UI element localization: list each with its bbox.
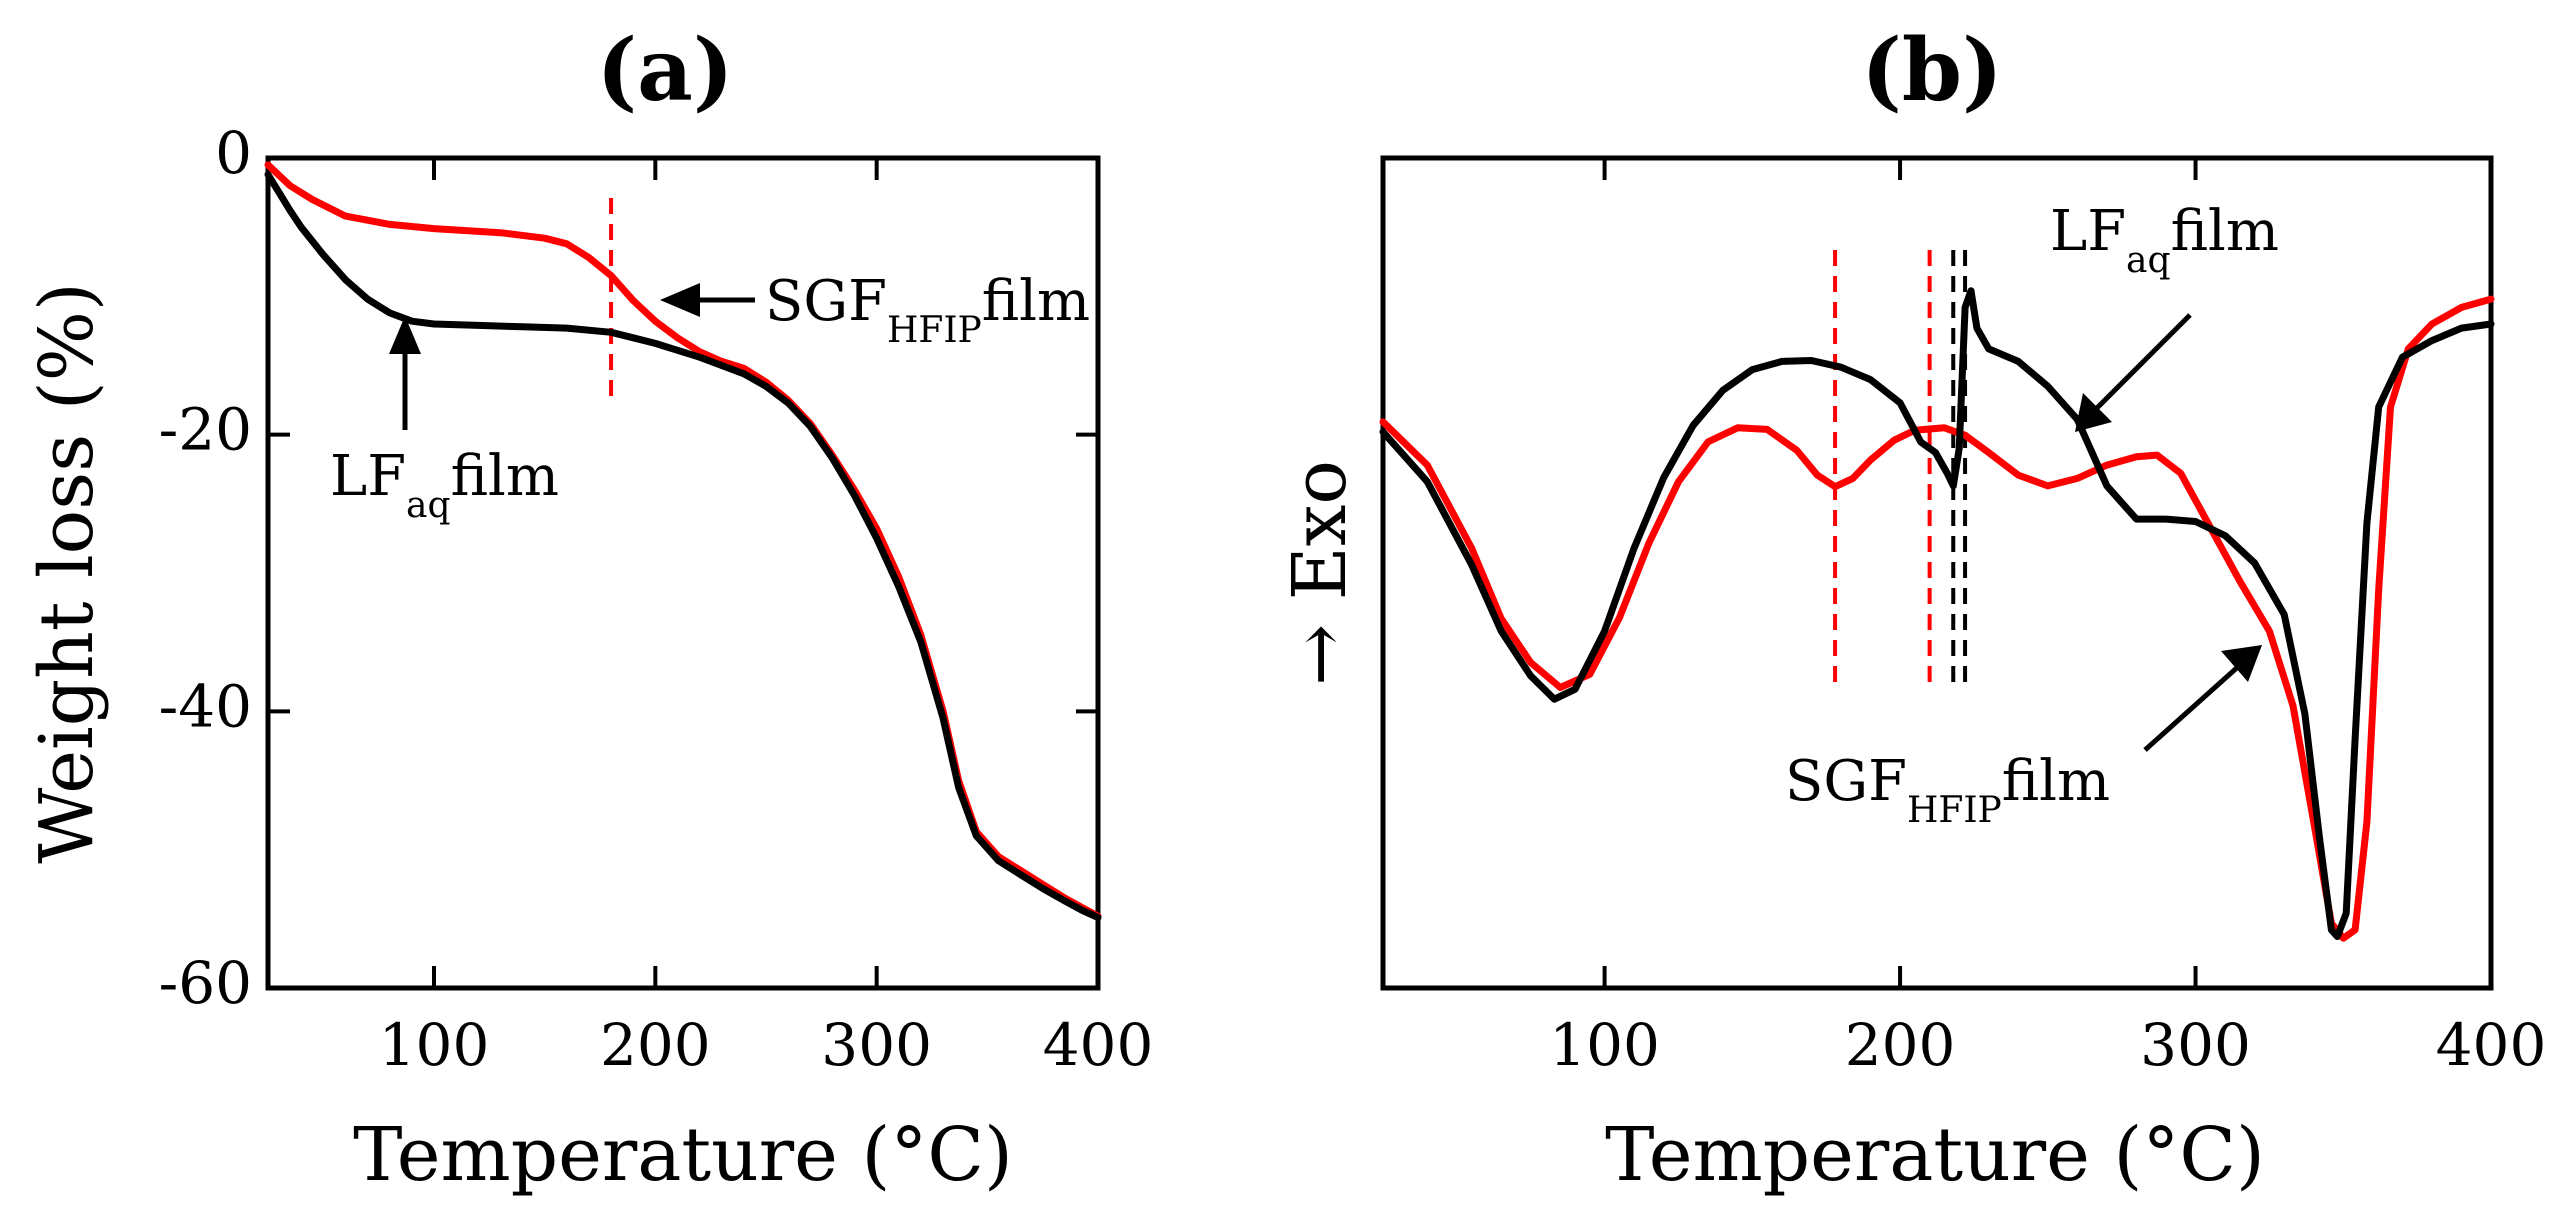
panel-b-x-tick-label: 300 [2140,1011,2251,1079]
panel-a-sgf-arrowhead [660,283,700,317]
panel-a-y-tick-label: -40 [159,672,252,740]
panel-b-label: (b) [1861,20,2003,121]
panel-a-y-tick-label: -60 [159,949,252,1017]
panel-b-lf-arrow [2093,313,2192,412]
panel-a-weight-loss: (a) 100 200 300 400 0 -20 -40 -60 Temper… [24,20,1153,1198]
panel-a-sgf-annotation: SGFHFIPfilm [765,269,1090,351]
panel-b-series [1379,287,2495,942]
panel-a-lf-arrowhead [389,316,421,354]
panel-b-ticks [1602,158,2493,988]
panel-a-lf-annotation: LFaqfilm [330,444,559,526]
panel-a-ticks [268,156,1100,990]
panel-a-x-tick-label: 400 [1043,1011,1154,1079]
panel-a-y-axis-title: Weight loss (%) [24,282,110,864]
panel-b-x-axis-title: Temperature (°C) [1605,1112,2265,1198]
panel-b-plot-frame [1380,155,2494,991]
panel-b-sgf-annotation: SGFHFIPfilm [1785,749,2110,831]
panel-a-label: (a) [596,20,733,121]
panel-a-x-axis-title: Temperature (°C) [353,1112,1013,1198]
panel-b-y-axis-title: → Exo [1277,460,1363,686]
panel-b-sgf-arrowhead [2221,645,2262,682]
panel-b-sgf-arrow [2143,663,2242,752]
panel-b-dsc: (b) 100 200 300 400 Temperature (°C) → E… [1277,20,2546,1198]
panel-a-series [264,161,1102,921]
panel-a-plot-frame [265,155,1101,991]
panel-a-x-tick-label: 100 [379,1011,490,1079]
panel-b-series-sgf-hfip-line [1379,295,2495,942]
panel-a-series-lf-aq-line [264,171,1102,921]
panel-b-x-tick-label: 400 [2436,1011,2547,1079]
panel-a-x-tick-label: 200 [600,1011,711,1079]
panel-a-y-tick-label: 0 [215,119,252,187]
panel-a-y-tick-label: -20 [159,396,252,464]
panel-b-lf-arrowhead [2075,393,2112,432]
panel-b-x-tick-label: 200 [1845,1011,1956,1079]
panel-b-lf-annotation: LFaqfilm [2050,199,2279,281]
panel-a-x-tick-label: 300 [821,1011,932,1079]
panel-b-series-lf-aq-line [1379,287,2495,940]
panel-b-x-tick-label: 100 [1549,1011,1660,1079]
